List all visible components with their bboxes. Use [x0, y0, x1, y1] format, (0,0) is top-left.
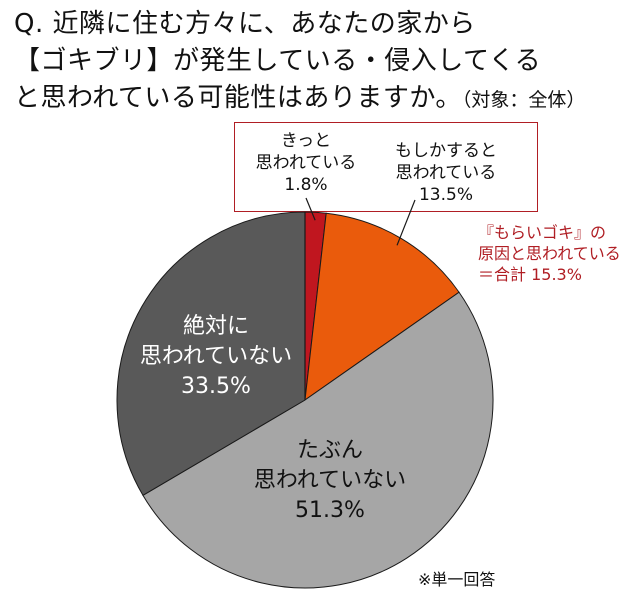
label-moshikasuruto: もしかすると 思われている 13.5% — [376, 140, 516, 206]
leader-line-kitto — [305, 197, 316, 221]
label-kitto-line-1: きっと — [280, 131, 332, 151]
single-answer-note: ※単一回答 — [418, 570, 496, 589]
label-moshikasuruto-line-1: もしかすると — [395, 141, 497, 161]
label-zettai-value: 33.5% — [181, 374, 251, 399]
moraigoki-annotation: 『もらいゴキ』の 原因と思われている ＝合計 15.3% — [478, 222, 621, 285]
moraigoki-line-1: 『もらいゴキ』の — [478, 223, 607, 242]
label-kitto-value: 1.8% — [284, 175, 328, 195]
slice-tabun — [142, 291, 494, 589]
label-moshikasuruto-value: 13.5% — [418, 185, 473, 205]
label-moshikasuruto-line-2: 思われている — [395, 163, 497, 183]
label-tabun: たぶん 思われていない 51.3% — [230, 436, 430, 526]
label-zettai-line-1: 絶対に — [182, 314, 249, 339]
slice-moshikasuruto — [304, 212, 460, 402]
pie-slices — [116, 211, 494, 589]
leader-line-moshikasuruto — [396, 199, 416, 246]
label-zettai-line-2: 思われていない — [139, 344, 293, 369]
question-title: Q. 近隣に住む方々に、あなたの家から 【ゴキブリ】が発生している・侵入してくる… — [14, 6, 630, 119]
question-line-3-text: と思われている可能性はありますか。 — [14, 83, 462, 113]
label-kitto-line-2: 思われている — [255, 153, 357, 173]
question-line-3: と思われている可能性はありますか。（対象：全体） — [14, 80, 630, 119]
moraigoki-line-2: 原因と思われている — [478, 244, 621, 263]
question-scope: （対象：全体） — [461, 89, 586, 111]
label-tabun-line-1: たぶん — [296, 438, 363, 463]
slice-zettai — [116, 211, 306, 497]
leader-lines — [304, 197, 416, 400]
moraigoki-line-3: ＝合計 15.3% — [478, 265, 582, 284]
callout-box — [234, 122, 538, 212]
question-line-1: Q. 近隣に住む方々に、あなたの家から — [14, 9, 476, 39]
label-tabun-value: 51.3% — [295, 498, 365, 523]
label-zettai: 絶対に 思われていない 33.5% — [116, 312, 316, 402]
label-tabun-line-2: 思われていない — [253, 468, 407, 493]
label-kitto: きっと 思われている 1.8% — [251, 130, 361, 196]
question-line-2: 【ゴキブリ】が発生している・侵入してくる — [14, 46, 542, 76]
